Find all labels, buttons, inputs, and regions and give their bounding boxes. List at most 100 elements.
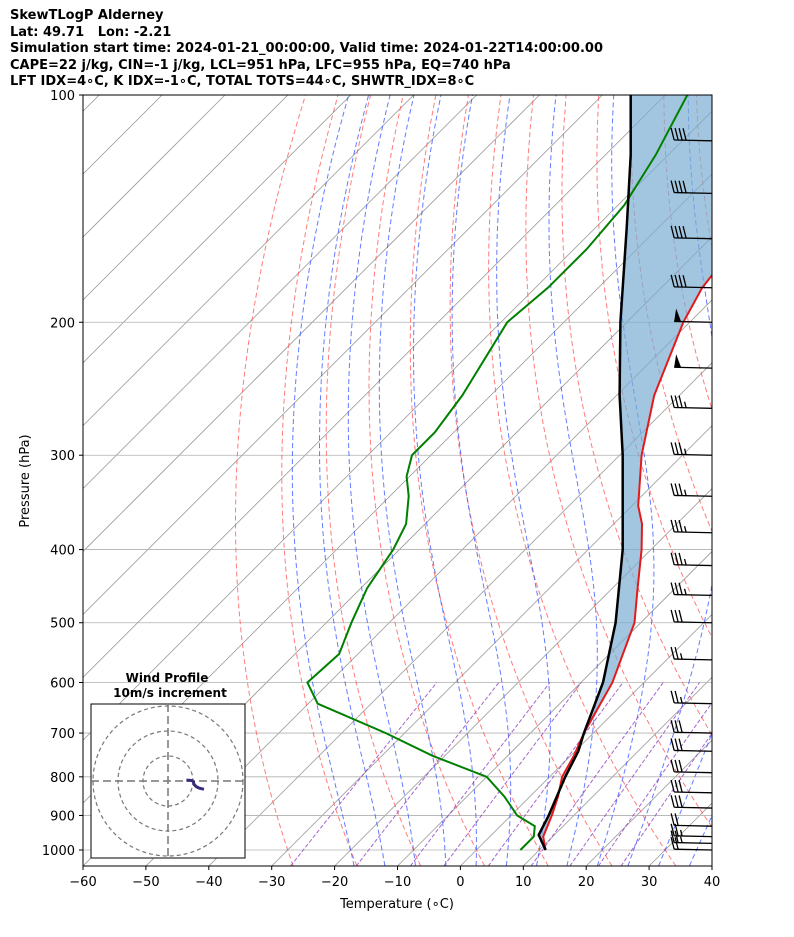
barb-full bbox=[674, 442, 679, 455]
barb-full bbox=[674, 720, 679, 733]
barb-full bbox=[670, 609, 675, 623]
indices-line-1: CAPE=22 j/kg, CIN=-1 j/kg, LCL=951 hPa, … bbox=[10, 57, 511, 73]
barb-full bbox=[670, 813, 675, 826]
barb-full bbox=[674, 274, 679, 288]
y-tick-label: 700 bbox=[50, 727, 75, 742]
wind-barb bbox=[670, 442, 713, 456]
barb-full bbox=[670, 823, 675, 836]
barb-full bbox=[682, 128, 687, 141]
moist-adiabat bbox=[412, 95, 477, 866]
moist-adiabat bbox=[291, 95, 355, 866]
barb-full bbox=[670, 180, 675, 193]
barb-half bbox=[679, 696, 683, 704]
barb-full bbox=[674, 795, 679, 808]
barb-full bbox=[670, 738, 675, 751]
barb-full bbox=[674, 582, 679, 595]
isotherm-line bbox=[83, 110, 712, 741]
barb-full bbox=[678, 395, 683, 408]
cape-area bbox=[538, 95, 712, 850]
barb-full bbox=[678, 759, 683, 773]
barb-full bbox=[674, 552, 679, 565]
barb-staff bbox=[674, 366, 713, 369]
barb-full bbox=[670, 646, 675, 660]
dry-adiabat bbox=[663, 95, 712, 411]
barb-staff bbox=[674, 320, 713, 323]
barb-full bbox=[674, 180, 679, 193]
isotherm-line bbox=[83, 95, 289, 301]
isotherm-line bbox=[334, 488, 712, 866]
isotherm-line bbox=[83, 95, 226, 238]
barb-full bbox=[678, 609, 683, 623]
isotherm-line bbox=[397, 550, 712, 866]
wind-barb bbox=[670, 552, 713, 567]
y-tick-label: 900 bbox=[50, 809, 75, 824]
barb-full bbox=[678, 738, 683, 751]
barb-full bbox=[674, 127, 679, 141]
barb-full bbox=[670, 690, 675, 703]
barb-staff bbox=[674, 835, 713, 838]
barb-staff bbox=[674, 658, 713, 661]
isotherm-line bbox=[775, 95, 794, 866]
wind-barb bbox=[670, 646, 713, 661]
mixing-ratio-line bbox=[443, 682, 582, 866]
x-tick-label: −10 bbox=[384, 875, 411, 890]
axis-ticks: −60 −50 −40 −30 −20 −10 0 10 20 30 40 1000 900 800 700… bbox=[42, 89, 720, 890]
dry-adiabat bbox=[729, 95, 794, 866]
barb-full bbox=[670, 519, 675, 533]
location-line: Lat: 49.71 Lon: -2.21 bbox=[10, 24, 172, 40]
barb-staff bbox=[674, 191, 713, 195]
barb-staff bbox=[674, 791, 713, 794]
indices-line-2: LFT IDX=4∘C, K IDX=-1∘C, TOTAL TOTS=44∘C… bbox=[10, 74, 475, 89]
x-tick-label: −60 bbox=[69, 875, 96, 890]
wind-barb bbox=[670, 690, 713, 705]
y-tick-label: 1000 bbox=[42, 844, 75, 859]
barb-staff bbox=[674, 237, 713, 240]
y-tick-label: 800 bbox=[50, 771, 75, 786]
wind-barb bbox=[670, 813, 713, 827]
barb-full bbox=[670, 225, 675, 239]
dry-adiabat bbox=[525, 95, 712, 828]
barb-full bbox=[670, 442, 675, 455]
barb-full bbox=[678, 780, 683, 793]
moist-adiabat bbox=[548, 95, 598, 866]
barb-half bbox=[679, 836, 683, 843]
moist-adiabat bbox=[720, 95, 794, 866]
chart-title: SkewTLogP Alderney bbox=[10, 8, 164, 23]
barb-full bbox=[674, 738, 679, 751]
isotherm-line bbox=[83, 95, 666, 678]
x-tick-label: 40 bbox=[704, 875, 721, 890]
isotherm-line bbox=[83, 95, 477, 490]
wind-barb bbox=[670, 180, 713, 195]
barb-staff bbox=[674, 749, 713, 752]
barb-full bbox=[670, 779, 675, 793]
y-tick-label: 500 bbox=[50, 617, 75, 632]
wind-barb bbox=[670, 225, 713, 240]
barb-staff bbox=[674, 139, 713, 142]
barb-staff bbox=[674, 453, 713, 456]
barb-full bbox=[674, 813, 679, 826]
dry-adiabat bbox=[281, 95, 358, 866]
moist-adiabat bbox=[319, 95, 386, 866]
y-axis-label: Pressure (hPa) bbox=[18, 434, 33, 527]
barb-staff bbox=[674, 593, 713, 597]
barb-full bbox=[678, 180, 683, 193]
isotherm-line bbox=[83, 95, 540, 553]
moist-adiabat bbox=[658, 731, 712, 866]
barb-half bbox=[683, 558, 687, 566]
x-tick-label: −30 bbox=[258, 875, 285, 890]
barb-full bbox=[674, 779, 679, 793]
barb-full bbox=[674, 225, 679, 239]
x-tick-label: 0 bbox=[456, 875, 464, 890]
wind-barb bbox=[670, 519, 713, 534]
barb-half bbox=[683, 448, 687, 455]
barb-full bbox=[682, 275, 687, 288]
barb-staff bbox=[674, 286, 713, 289]
barb-full bbox=[678, 582, 683, 595]
wind-barb bbox=[670, 274, 713, 289]
wind-barb bbox=[674, 308, 713, 323]
wind-barb bbox=[674, 354, 713, 369]
moist-adiabat bbox=[378, 95, 447, 866]
barb-staff bbox=[674, 841, 713, 845]
hodograph-subtitle: 10m/s increment bbox=[113, 686, 227, 700]
